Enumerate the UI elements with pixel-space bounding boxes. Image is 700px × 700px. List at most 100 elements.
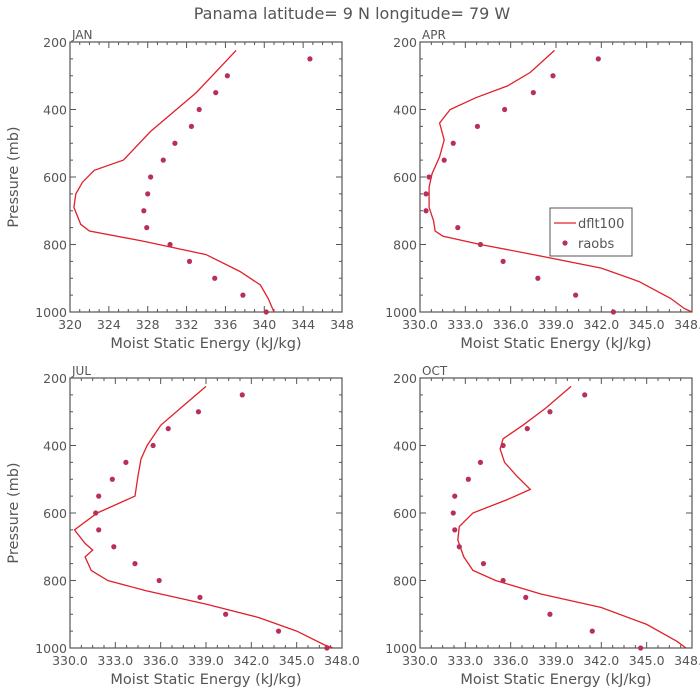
obs-point — [455, 225, 461, 231]
obs-point — [638, 645, 644, 651]
obs-point — [213, 90, 219, 96]
obs-point — [452, 527, 458, 533]
obs-point — [223, 611, 229, 617]
x-axis-label: Moist Static Energy (kJ/kg) — [110, 336, 301, 352]
obs-point — [547, 409, 553, 415]
obs-point — [156, 577, 162, 584]
plot-frame — [419, 41, 693, 313]
y-tick-label: 600 — [393, 506, 417, 521]
obs-point — [441, 157, 447, 163]
obs-point — [141, 208, 147, 214]
y-tick-label: 400 — [393, 103, 417, 118]
obs-point — [474, 123, 481, 129]
y-tick-label: 600 — [43, 506, 67, 521]
obs-point — [172, 140, 178, 146]
obs-point — [477, 459, 484, 465]
y-tick-label: 400 — [393, 439, 417, 454]
x-tick-label: 330.0 — [402, 317, 438, 332]
obs-point — [96, 493, 102, 499]
panel-oct: OCT 330.0 333.0 336.0 339.0 342.0 345.0 348.0 20… — [385, 364, 700, 688]
x-tick-label: 328 — [136, 317, 160, 332]
panel-apr: APR 330.0 333.0 336.0 339.0 342.0 345.0 348.0 20… — [385, 28, 700, 352]
obs-point — [523, 594, 529, 600]
obs-point — [524, 426, 530, 432]
y-tick-label: 200 — [43, 371, 67, 386]
obs-point — [123, 459, 129, 465]
x-tick-label: 330.0 — [52, 653, 88, 668]
obs-point — [188, 123, 195, 129]
y-axis-label: Pressure (mb) — [6, 126, 22, 227]
obs-point — [165, 426, 171, 432]
obs-point — [573, 292, 579, 298]
y-tick-label: 800 — [43, 574, 67, 589]
x-tick-label: 320 — [58, 317, 82, 332]
x-tick-label: 348.0 — [674, 317, 700, 332]
obs-point — [480, 561, 487, 567]
obs-point — [93, 510, 99, 516]
y-tick-label: 600 — [393, 170, 417, 185]
panel-jul: JUL 330.0 333.0 336.0 339.0 342.0 345.0 348.0 20… — [6, 364, 360, 688]
x-axis-label: Moist Static Energy (kJ/kg) — [460, 336, 651, 352]
x-tick-label: 333.0 — [447, 653, 483, 668]
x-tick-label: 336.0 — [493, 317, 529, 332]
x-tick-label: 348 — [330, 317, 354, 332]
obs-point — [456, 544, 462, 550]
panels: JAN 320 324 328 332 336 340 344 348 200 400 600 800 1… — [6, 28, 700, 688]
series-line-dflt100 — [73, 49, 275, 313]
panel-title: JAN — [71, 28, 93, 42]
obs-point — [324, 645, 330, 651]
obs-point — [275, 628, 282, 634]
x-tick-label: 339.0 — [538, 317, 574, 332]
legend-dot-swatch — [562, 240, 568, 246]
x-tick-label: 342.0 — [583, 653, 619, 668]
y-tick-label: 800 — [393, 238, 417, 253]
obs-point — [477, 241, 484, 248]
obs-point — [96, 527, 102, 533]
x-tick-label: 342.0 — [583, 317, 619, 332]
series-line-dflt100 — [428, 49, 693, 313]
x-tick-label: 348.0 — [674, 653, 700, 668]
figure-title: Panama latitude= 9 N longitude= 79 W — [194, 4, 511, 23]
y-tick-label: 600 — [43, 170, 67, 185]
x-tick-label: 332 — [175, 317, 199, 332]
y-tick-label: 1000 — [35, 305, 67, 320]
y-tick-label: 1000 — [385, 641, 417, 656]
obs-point — [450, 510, 456, 516]
y-tick-label: 1000 — [385, 305, 417, 320]
obs-point — [150, 442, 156, 449]
obs-point — [530, 90, 536, 96]
obs-point — [212, 275, 218, 281]
obs-point — [224, 73, 230, 79]
obs-point — [450, 140, 456, 146]
y-tick-label: 200 — [393, 35, 417, 50]
y-tick-label: 1000 — [35, 641, 67, 656]
obs-point — [423, 208, 429, 214]
x-tick-label: 330.0 — [402, 653, 438, 668]
panel-title: OCT — [422, 364, 448, 378]
obs-point — [502, 106, 508, 113]
x-tick-label: 336.0 — [143, 653, 179, 668]
obs-point — [307, 56, 313, 62]
obs-point — [535, 275, 541, 281]
obs-point — [595, 56, 601, 62]
plot-frame — [419, 377, 693, 649]
obs-point — [111, 544, 117, 550]
x-tick-label: 336 — [213, 317, 237, 332]
y-tick-label: 800 — [393, 574, 417, 589]
plot-frame — [69, 377, 343, 649]
obs-point — [500, 577, 506, 584]
y-tick-label: 200 — [43, 35, 67, 50]
y-axis-label: Pressure (mb) — [6, 462, 22, 563]
panel-title: JUL — [71, 364, 91, 378]
x-tick-label: 336.0 — [493, 653, 529, 668]
legend: dflt100 raobs — [549, 207, 633, 257]
x-tick-label: 342.0 — [233, 653, 269, 668]
x-axis-label: Moist Static Energy (kJ/kg) — [460, 672, 651, 688]
obs-point — [547, 611, 553, 617]
obs-point — [240, 292, 246, 298]
series-line-dflt100 — [73, 385, 334, 649]
x-tick-label: 345.0 — [629, 317, 665, 332]
obs-point — [500, 258, 506, 264]
x-tick-label: 333.0 — [447, 317, 483, 332]
